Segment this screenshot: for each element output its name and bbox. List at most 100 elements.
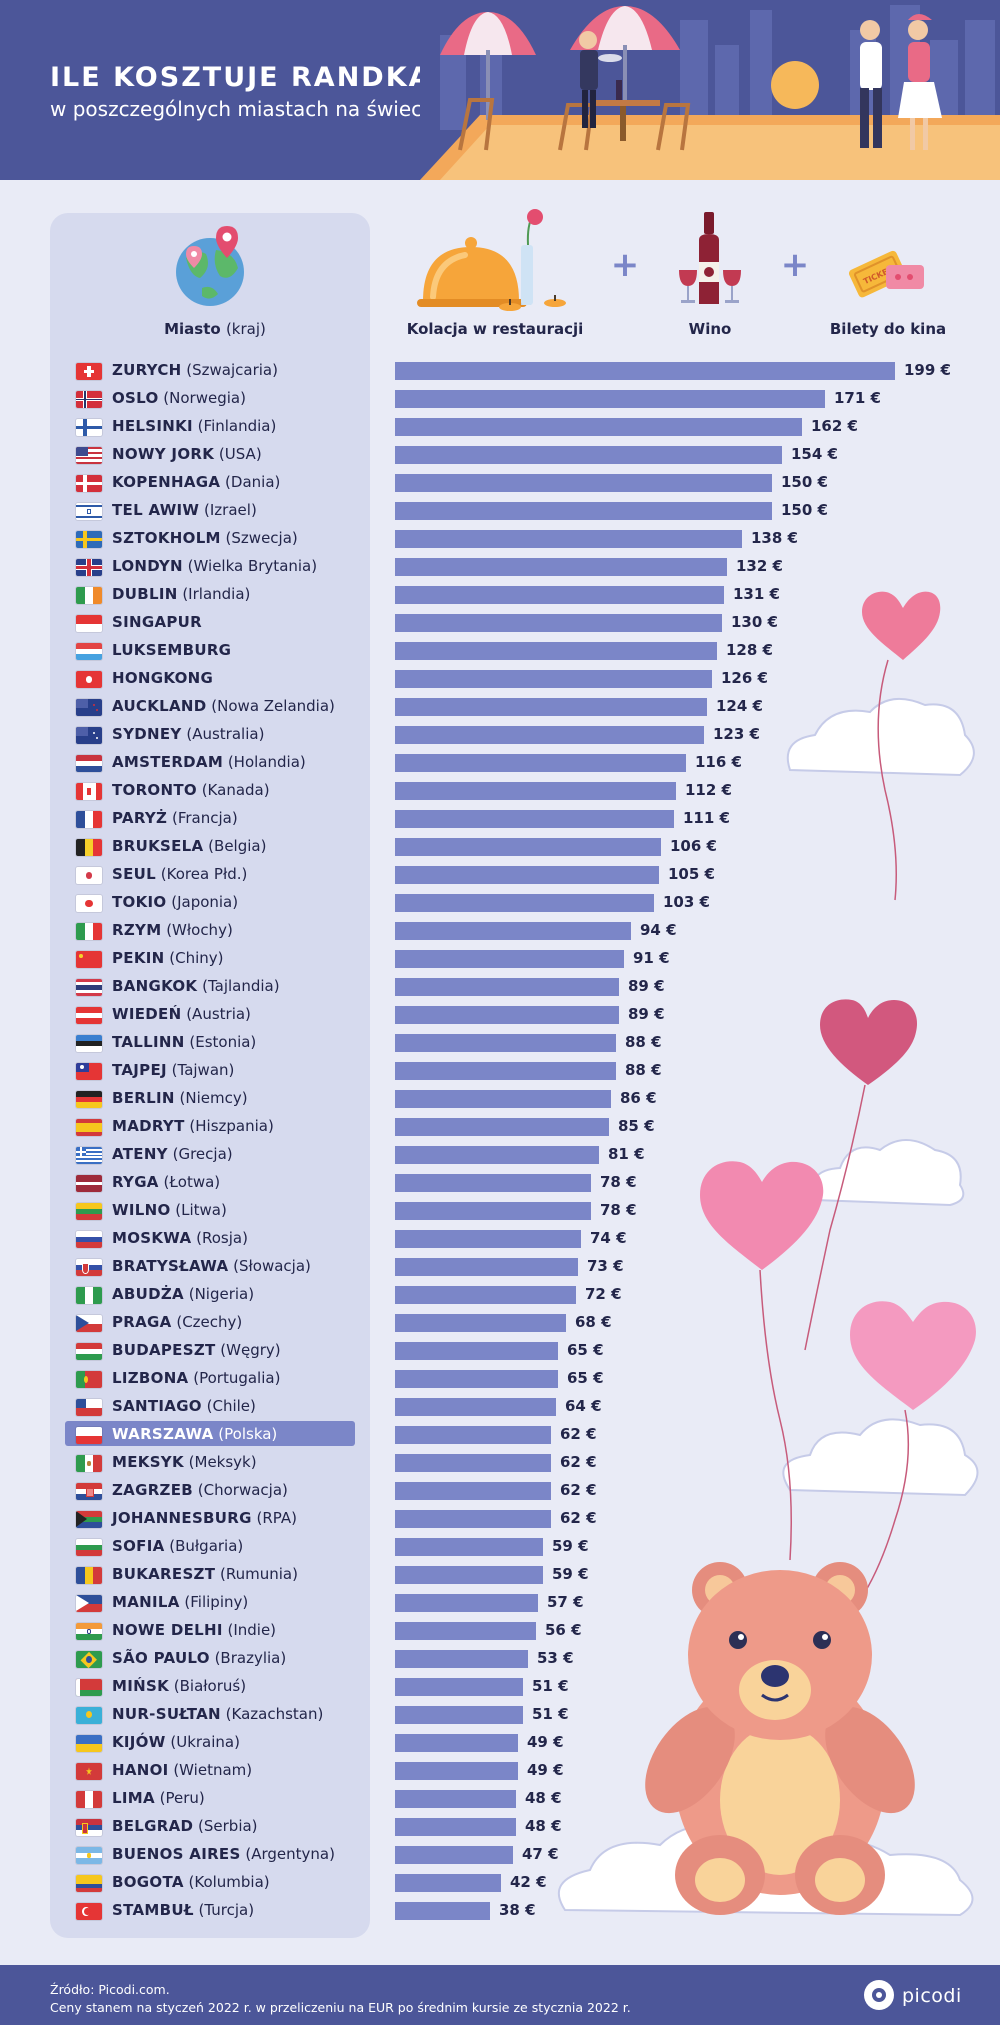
bar-value-label: 126 € bbox=[721, 669, 768, 687]
bar bbox=[395, 1874, 501, 1892]
bar bbox=[395, 1062, 616, 1080]
table-row: SEUL (Korea Płd.) 105 € bbox=[0, 860, 1000, 888]
bar-value-label: 132 € bbox=[736, 557, 783, 575]
flag-hr-icon bbox=[76, 1483, 102, 1500]
country-name: (Nigeria) bbox=[183, 1285, 255, 1303]
city-label: SOFIA (Bułgaria) bbox=[112, 1537, 243, 1555]
city-label: PARYŻ (Francja) bbox=[112, 809, 238, 827]
bar-value-label: 62 € bbox=[560, 1481, 597, 1499]
city-name: BRUKSELA bbox=[112, 837, 204, 855]
city-label: SYDNEY (Australia) bbox=[112, 725, 264, 743]
table-row: SÃO PAULO (Brazylia) 53 € bbox=[0, 1644, 1000, 1672]
table-row: OSLO (Norwegia) 171 € bbox=[0, 384, 1000, 412]
city-label: PRAGA (Czechy) bbox=[112, 1313, 242, 1331]
restaurant-illustration bbox=[420, 0, 1000, 180]
bar-value-label: 103 € bbox=[663, 893, 710, 911]
bar-value-label: 116 € bbox=[695, 753, 742, 771]
country-name: (Białoruś) bbox=[169, 1677, 247, 1695]
city-name: JOHANNESBURG bbox=[112, 1509, 252, 1527]
country-name: (Wietnam) bbox=[168, 1761, 253, 1779]
city-label: LUKSEMBURG bbox=[112, 641, 231, 659]
city-label: BELGRAD (Serbia) bbox=[112, 1817, 258, 1835]
country-name: (Finlandia) bbox=[192, 417, 277, 435]
bar-value-label: 88 € bbox=[625, 1033, 662, 1051]
dinner-column-header: Kolacja w restauracji bbox=[406, 320, 584, 338]
table-row: PRAGA (Czechy) 68 € bbox=[0, 1308, 1000, 1336]
bar-value-label: 128 € bbox=[726, 641, 773, 659]
city-name: TOKIO bbox=[112, 893, 167, 911]
brand-name: picodi bbox=[902, 1985, 962, 2007]
table-row: BRUKSELA (Belgia) 106 € bbox=[0, 832, 1000, 860]
country-name: (Portugalia) bbox=[188, 1369, 281, 1387]
table-row: WILNO (Litwa) 78 € bbox=[0, 1196, 1000, 1224]
table-row: JOHANNESBURG (RPA) 62 € bbox=[0, 1504, 1000, 1532]
table-row: STAMBUŁ (Turcja) 38 € bbox=[0, 1896, 1000, 1924]
country-name: (Austria) bbox=[181, 1005, 251, 1023]
city-name: WILNO bbox=[112, 1201, 171, 1219]
city-label: OSLO (Norwegia) bbox=[112, 389, 246, 407]
country-column-label: (kraj) bbox=[225, 320, 266, 338]
table-row: KIJÓW (Ukraina) 49 € bbox=[0, 1728, 1000, 1756]
bar bbox=[395, 1090, 611, 1108]
bar bbox=[395, 1426, 551, 1444]
city-label: LIMA (Peru) bbox=[112, 1789, 205, 1807]
country-name: (Brazylia) bbox=[209, 1649, 287, 1667]
table-row: AMSTERDAM (Holandia) 116 € bbox=[0, 748, 1000, 776]
flag-kr-icon bbox=[76, 867, 102, 884]
bar-value-label: 86 € bbox=[620, 1089, 657, 1107]
flag-cz-icon bbox=[76, 1315, 102, 1332]
bar-value-label: 123 € bbox=[713, 725, 760, 743]
picodi-logo-icon bbox=[864, 1980, 894, 2010]
bar-value-label: 64 € bbox=[565, 1397, 602, 1415]
city-name: BERLIN bbox=[112, 1089, 175, 1107]
price-note: Ceny stanem na styczeń 2022 r. w przelic… bbox=[50, 2000, 631, 2015]
bar bbox=[395, 642, 717, 660]
bar-value-label: 57 € bbox=[547, 1593, 584, 1611]
city-label: TEL AWIW (Izrael) bbox=[112, 501, 257, 519]
bar bbox=[395, 362, 895, 380]
bar-value-label: 106 € bbox=[670, 837, 717, 855]
city-label: KIJÓW (Ukraina) bbox=[112, 1733, 240, 1751]
bar bbox=[395, 1174, 591, 1192]
city-name: MADRYT bbox=[112, 1117, 185, 1135]
city-label: BUENOS AIRES (Argentyna) bbox=[112, 1845, 335, 1863]
bar bbox=[395, 1006, 619, 1024]
bar bbox=[395, 782, 676, 800]
bar-value-label: 59 € bbox=[552, 1565, 589, 1583]
city-name: ATENY bbox=[112, 1145, 168, 1163]
bar-value-label: 94 € bbox=[640, 921, 677, 939]
country-name: (Belgia) bbox=[203, 837, 267, 855]
city-label: KOPENHAGA (Dania) bbox=[112, 473, 280, 491]
flag-ng-icon bbox=[76, 1287, 102, 1304]
city-name: NOWY JORK bbox=[112, 445, 215, 463]
bar-value-label: 88 € bbox=[625, 1061, 662, 1079]
bar bbox=[395, 1314, 566, 1332]
country-name: (Szwecja) bbox=[220, 529, 298, 547]
country-name: (Francja) bbox=[167, 809, 238, 827]
city-label: TOKIO (Japonia) bbox=[112, 893, 238, 911]
bar-value-label: 138 € bbox=[751, 529, 798, 547]
bar-value-label: 78 € bbox=[600, 1173, 637, 1191]
bar-value-label: 150 € bbox=[781, 473, 828, 491]
city-name: AMSTERDAM bbox=[112, 753, 224, 771]
country-name: (Litwa) bbox=[170, 1201, 227, 1219]
flag-rs-icon bbox=[76, 1819, 102, 1836]
city-label: NOWE DELHI (Indie) bbox=[112, 1621, 276, 1639]
city-column-header: Miasto (kraj) bbox=[110, 320, 320, 338]
bar-value-label: 162 € bbox=[811, 417, 858, 435]
country-name: (Czechy) bbox=[171, 1313, 243, 1331]
flag-tr-icon bbox=[76, 1903, 102, 1920]
city-label: NUR-SUŁTAN (Kazachstan) bbox=[112, 1705, 323, 1723]
flag-cn-icon bbox=[76, 951, 102, 968]
flag-ph-icon bbox=[76, 1595, 102, 1612]
city-name: LIMA bbox=[112, 1789, 155, 1807]
country-name: (Chiny) bbox=[164, 949, 224, 967]
table-row: SOFIA (Bułgaria) 59 € bbox=[0, 1532, 1000, 1560]
flag-lt-icon bbox=[76, 1203, 102, 1220]
table-row: BUKARESZT (Rumunia) 59 € bbox=[0, 1560, 1000, 1588]
city-label: WIEDEŃ (Austria) bbox=[112, 1005, 251, 1023]
country-name: (Holandia) bbox=[223, 753, 306, 771]
city-label: MEKSYK (Meksyk) bbox=[112, 1453, 257, 1471]
table-row: RYGA (Łotwa) 78 € bbox=[0, 1168, 1000, 1196]
country-name: (Tajwan) bbox=[166, 1061, 235, 1079]
